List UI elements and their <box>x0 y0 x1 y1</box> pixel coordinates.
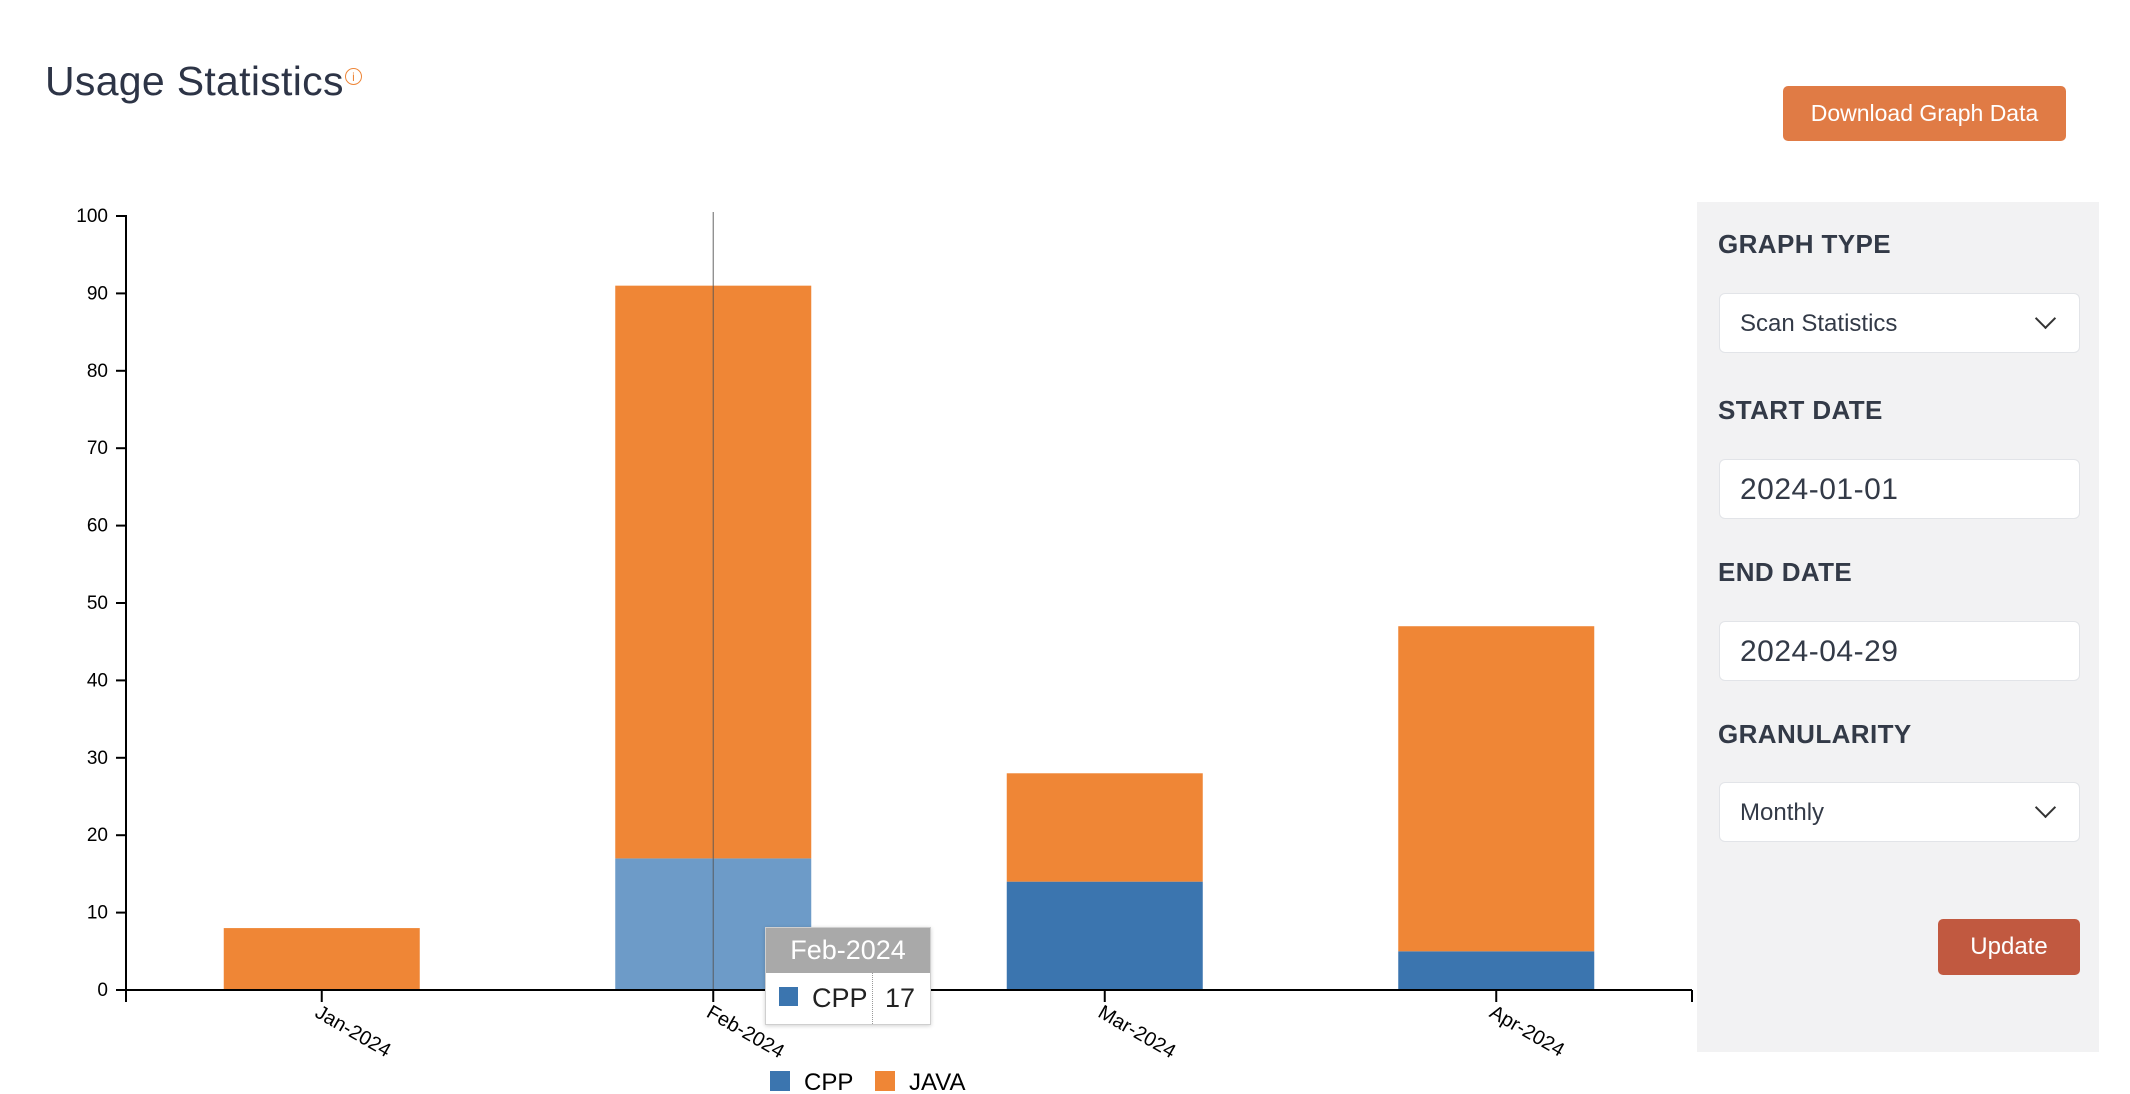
graph-settings-panel: GRAPH TYPE Scan Statistics START DATE 20… <box>1697 202 2099 1052</box>
bar-java-mar-2024 <box>1006 773 1203 882</box>
usage-chart: 0 10 20 30 40 50 60 70 80 90 100 Jan-2024 Feb-2024 Ma… <box>76 206 1693 1094</box>
y-tick-label: 70 <box>87 438 108 459</box>
y-tick-label: 100 <box>76 206 108 227</box>
y-tick-label: 50 <box>87 593 108 614</box>
legend-label-java: JAVA <box>909 1069 965 1094</box>
chevron-down-icon <box>2034 796 2057 819</box>
tooltip-divider <box>872 973 873 1024</box>
y-tick-label: 10 <box>87 903 108 924</box>
start-date-field[interactable]: 2024-01-01 <box>1719 459 2080 519</box>
tooltip-title: Feb-2024 <box>766 928 930 973</box>
graph-type-label: GRAPH TYPE <box>1718 229 1892 259</box>
y-tick-label: 60 <box>87 516 108 537</box>
legend-swatch-cpp <box>770 1071 790 1091</box>
x-tick-label: Mar-2024 <box>1094 1001 1179 1063</box>
end-date-value: 2024-04-29 <box>1740 635 1899 668</box>
tooltip-value: 17 <box>885 983 916 1013</box>
bar-cpp-apr-2024 <box>1398 951 1595 990</box>
graph-type-value: Scan Statistics <box>1740 310 1898 337</box>
start-date-label: START DATE <box>1718 395 1883 425</box>
legend-label-cpp: CPP <box>804 1069 853 1094</box>
tooltip-swatch <box>779 987 798 1006</box>
chart-tooltip: Feb-2024 CPP 17 <box>765 927 931 1025</box>
x-tick-label: Jan-2024 <box>311 1001 394 1062</box>
tooltip-series-name: CPP <box>812 983 868 1013</box>
download-graph-data-button[interactable]: Download Graph Data <box>1783 86 2066 141</box>
granularity-select[interactable]: Monthly <box>1719 782 2080 842</box>
granularity-label: GRANULARITY <box>1718 719 1912 749</box>
y-tick-label: 30 <box>87 748 108 769</box>
y-tick-label: 90 <box>87 283 108 304</box>
chevron-down-icon <box>2034 307 2057 330</box>
granularity-value: Monthly <box>1740 799 1825 826</box>
legend-swatch-java <box>875 1071 895 1091</box>
bar-java-apr-2024 <box>1398 626 1595 952</box>
y-tick-label: 0 <box>97 980 108 1001</box>
info-icon[interactable]: i <box>345 68 362 85</box>
y-tick-label: 20 <box>87 825 108 846</box>
bar-java-jan-2024 <box>223 928 420 990</box>
end-date-field[interactable]: 2024-04-29 <box>1719 621 2080 681</box>
bar-cpp-mar-2024 <box>1006 881 1203 990</box>
tooltip-row: CPP 17 <box>766 973 930 1024</box>
start-date-value: 2024-01-01 <box>1740 473 1899 506</box>
end-date-label: END DATE <box>1718 557 1853 587</box>
x-tick-label: Apr-2024 <box>1486 1001 1568 1061</box>
y-tick-label: 40 <box>87 670 108 691</box>
update-button[interactable]: Update <box>1938 919 2080 975</box>
page-title: Usage Statistics <box>45 58 344 104</box>
y-tick-label: 80 <box>87 361 108 382</box>
graph-type-select[interactable]: Scan Statistics <box>1719 293 2080 353</box>
